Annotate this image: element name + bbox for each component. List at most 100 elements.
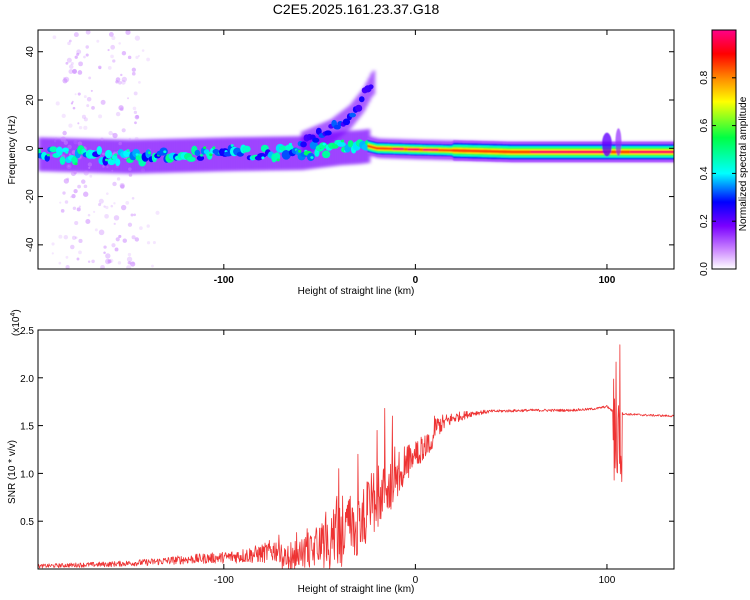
spectrogram-y-tick-label: 0 — [25, 145, 36, 151]
colorbar-tick-label: 0.2 — [699, 214, 710, 228]
spectrogram-band-glow — [242, 137, 247, 171]
spectrogram-scatter-blob — [76, 257, 80, 261]
spectrogram-blob-core — [310, 156, 314, 159]
spectrogram-scatter-blob — [98, 65, 102, 70]
spectrogram-scatter-blob — [135, 55, 139, 60]
spectrogram-scatter-blob — [126, 265, 132, 269]
spectrogram-scatter-blob — [98, 198, 104, 204]
spectrogram-scatter-blob — [98, 114, 103, 119]
spectrogram-scatter-blob — [121, 128, 126, 133]
spectrogram-band-glow — [203, 137, 208, 172]
spectrogram-blob — [96, 146, 103, 155]
spectrogram-branch-glow — [316, 124, 321, 149]
spectrogram-scatter-blob — [64, 200, 69, 204]
spectrogram-scatter-blob — [66, 164, 72, 170]
spectrogram-x-axis-label: Height of straight line (km) — [298, 286, 415, 297]
spectrogram-scatter-blob — [118, 80, 122, 85]
spectrogram-scatter-blob — [73, 32, 79, 38]
spectrogram-blob-core — [104, 158, 109, 162]
spectrogram-scatter-blob — [88, 166, 91, 169]
spectrogram-scatter-blob — [106, 165, 109, 169]
spectrogram-blob — [281, 150, 291, 160]
spectrogram-heatmap — [38, 30, 674, 269]
spectrogram-y-axis-label: Frequency (Hz) — [7, 116, 18, 185]
spectrogram-scatter-blob — [78, 61, 83, 67]
spectrogram-scatter-blob — [50, 154, 54, 158]
spectrogram-scatter-blob — [105, 253, 111, 259]
spectrogram-scatter-blob — [86, 104, 90, 108]
snr-x-axis-label: Height of straight line (km) — [298, 584, 415, 595]
spectrogram-blob-core — [212, 146, 216, 150]
spectrogram-scatter-blob — [103, 251, 106, 254]
spectrogram-scatter-blob — [83, 117, 88, 122]
spectrogram-scatter-blob — [78, 205, 81, 208]
spectrogram-scatter-blob — [139, 226, 143, 230]
spectrogram-band-glow — [102, 139, 107, 173]
spectrogram-blob — [49, 146, 58, 153]
spectrogram-scatter-blob — [122, 238, 127, 243]
spectrogram-scatter-blob — [83, 55, 86, 59]
spectrogram-scatter-blob — [87, 260, 91, 263]
snr-frame — [37, 329, 675, 570]
snr-y-multiplier: (x104) — [10, 309, 22, 336]
spectrogram-band-glow — [254, 136, 259, 171]
spectrogram-scatter-blob — [83, 191, 89, 197]
spectrogram-scatter-blob — [63, 178, 69, 184]
spectrogram-peak-segment — [407, 148, 420, 151]
spectrogram-scatter-blob — [128, 137, 132, 141]
spectrogram-scatter-blob — [85, 45, 89, 49]
spectrogram-scatter-blob — [104, 214, 109, 219]
spectrogram-scatter-blob — [98, 229, 105, 236]
spectrogram-y-tick-label: 20 — [25, 94, 36, 106]
spectrogram-scatter-blob — [87, 162, 93, 167]
spectrogram-scatter-blob — [70, 61, 74, 66]
spectrogram-scatter-blob — [106, 192, 109, 195]
spectrogram-peak-segment — [423, 148, 439, 152]
spectrogram-scatter-blob — [66, 57, 72, 63]
spectrogram-band-glow — [311, 134, 316, 169]
colorbar-tick-label: 0.0 — [699, 262, 710, 276]
spectrogram-scatter-blob — [98, 202, 102, 207]
snr-x-tick-label: 100 — [599, 575, 616, 586]
spectrogram-band-glow — [334, 131, 339, 166]
spectrogram-scatter-blob — [151, 264, 154, 268]
colorbar: 0.0 0.2 0.4 0.6 0.8 Normalized spectral ampl… — [699, 29, 749, 276]
spectrogram-frame — [37, 29, 675, 270]
spectrogram-band-glow — [65, 138, 70, 172]
spectrogram-x-tick-label: -100 — [214, 275, 234, 286]
spectrogram-y-tick-label: 40 — [25, 46, 36, 58]
spectrogram-y-tick-label: -20 — [25, 189, 36, 204]
spectrogram-scatter-blob — [76, 52, 80, 56]
spectrogram-blob — [242, 145, 251, 153]
spectrogram-scatter-blob — [74, 93, 77, 96]
spectrogram-scatter-blob — [70, 195, 73, 199]
spectrogram-scatter-blob — [85, 53, 89, 57]
spectrogram-scatter-blob — [110, 204, 114, 208]
spectrogram-scatter-blob — [75, 236, 78, 239]
spectrogram-scatter-blob — [67, 144, 72, 150]
spectrogram-band-glow — [116, 139, 121, 174]
spectrogram-scatter-blob — [76, 49, 82, 55]
spectrogram-scatter-blob — [77, 70, 83, 75]
spectrogram-scatter-blob — [74, 221, 79, 226]
spectrogram-branch-glow — [307, 128, 312, 153]
spectrogram-band-layer — [367, 128, 674, 163]
spectrogram-blob — [347, 140, 354, 148]
spectrogram-blob-core — [322, 142, 326, 146]
spectrogram-scatter-blob — [137, 54, 140, 57]
spectrogram-blob-core — [83, 149, 87, 153]
spectrogram-scatter-blob — [73, 140, 78, 145]
spectrogram-scatter-blob — [65, 255, 69, 259]
spectrogram-scatter-blob — [127, 55, 132, 60]
spectrogram-scatter-blob — [141, 49, 145, 52]
spectrogram-scatter-blob — [103, 205, 106, 208]
spectrogram-blob-core — [261, 156, 265, 160]
spectrogram-branch-glow — [330, 118, 335, 143]
spectrogram-scatter-blob — [108, 130, 113, 136]
spectrogram-band-glow — [339, 131, 344, 166]
spectrogram-blob — [279, 145, 288, 151]
spectrogram-scatter-blob — [146, 57, 150, 62]
spectrogram-blob-core — [298, 149, 302, 153]
spectrogram-scatter-blob — [120, 73, 123, 77]
